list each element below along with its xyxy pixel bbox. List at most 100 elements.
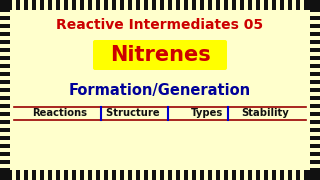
Bar — [0, 44, 12, 48]
Bar — [68, 0, 72, 12]
Bar — [308, 148, 320, 152]
Bar — [308, 92, 320, 96]
Bar — [196, 168, 200, 180]
Bar — [308, 132, 320, 136]
Bar — [308, 108, 320, 112]
Bar — [220, 0, 224, 12]
Bar — [204, 168, 208, 180]
Bar — [0, 164, 12, 168]
Bar — [172, 0, 176, 12]
Bar — [76, 168, 80, 180]
Bar — [228, 168, 232, 180]
Bar — [300, 0, 304, 12]
Bar — [292, 0, 296, 12]
Bar — [284, 168, 288, 180]
Bar — [0, 60, 12, 64]
Bar — [20, 0, 24, 12]
Bar — [308, 124, 320, 128]
Bar — [28, 0, 32, 12]
Bar — [60, 0, 64, 12]
Bar — [308, 140, 320, 144]
Bar — [204, 0, 208, 12]
Text: Structure: Structure — [107, 109, 164, 118]
Text: Types: Types — [191, 109, 223, 118]
Text: Stability: Stability — [241, 109, 289, 118]
Bar — [36, 0, 40, 12]
Bar — [84, 0, 88, 12]
Bar — [244, 0, 248, 12]
Bar — [60, 168, 64, 180]
Bar — [300, 168, 304, 180]
Bar — [308, 156, 320, 160]
Bar — [252, 168, 256, 180]
Bar — [308, 12, 320, 16]
Bar — [236, 168, 240, 180]
Bar — [0, 108, 12, 112]
Text: Reactive Intermediates 05: Reactive Intermediates 05 — [56, 18, 264, 32]
Bar — [260, 168, 264, 180]
Bar — [220, 168, 224, 180]
Bar — [76, 0, 80, 12]
Bar — [148, 0, 152, 12]
Bar — [164, 0, 168, 12]
Bar — [132, 0, 136, 12]
Bar — [0, 28, 12, 32]
Bar — [148, 168, 152, 180]
Bar — [28, 168, 32, 180]
Bar — [308, 52, 320, 56]
Bar — [116, 0, 120, 12]
Bar — [260, 0, 264, 12]
Bar — [132, 168, 136, 180]
Bar — [0, 156, 12, 160]
Bar — [108, 0, 112, 12]
Bar — [308, 20, 320, 24]
Bar — [68, 168, 72, 180]
Bar — [212, 0, 216, 12]
Bar — [276, 168, 280, 180]
Bar — [188, 0, 192, 12]
Bar — [156, 168, 160, 180]
Bar — [212, 168, 216, 180]
Bar — [84, 168, 88, 180]
Bar — [0, 100, 12, 104]
Bar — [308, 36, 320, 40]
Text: Nitrenes: Nitrenes — [110, 45, 210, 65]
Bar — [0, 124, 12, 128]
Bar — [228, 0, 232, 12]
Bar — [0, 116, 12, 120]
Bar — [92, 0, 96, 12]
Bar — [140, 0, 144, 12]
Bar — [0, 52, 12, 56]
Text: Formation/Generation: Formation/Generation — [69, 82, 251, 98]
Bar — [20, 168, 24, 180]
Bar — [196, 0, 200, 12]
Bar — [308, 100, 320, 104]
Bar — [0, 84, 12, 88]
Bar — [156, 0, 160, 12]
Bar — [0, 20, 12, 24]
Bar — [116, 168, 120, 180]
Bar — [0, 92, 12, 96]
Text: Reactions: Reactions — [33, 109, 87, 118]
Bar — [180, 168, 184, 180]
Bar — [292, 168, 296, 180]
Bar — [172, 168, 176, 180]
Bar — [44, 168, 48, 180]
Bar — [268, 0, 272, 12]
Bar — [12, 168, 16, 180]
Bar — [0, 76, 12, 80]
Bar — [308, 44, 320, 48]
Bar — [308, 164, 320, 168]
Bar — [36, 168, 40, 180]
Bar — [308, 116, 320, 120]
Bar — [0, 12, 12, 16]
Bar — [0, 132, 12, 136]
Bar — [268, 168, 272, 180]
Bar — [10, 10, 310, 170]
Bar — [92, 168, 96, 180]
Bar — [244, 168, 248, 180]
Bar — [308, 60, 320, 64]
Bar — [44, 0, 48, 12]
Bar — [0, 68, 12, 72]
Bar — [12, 0, 16, 12]
